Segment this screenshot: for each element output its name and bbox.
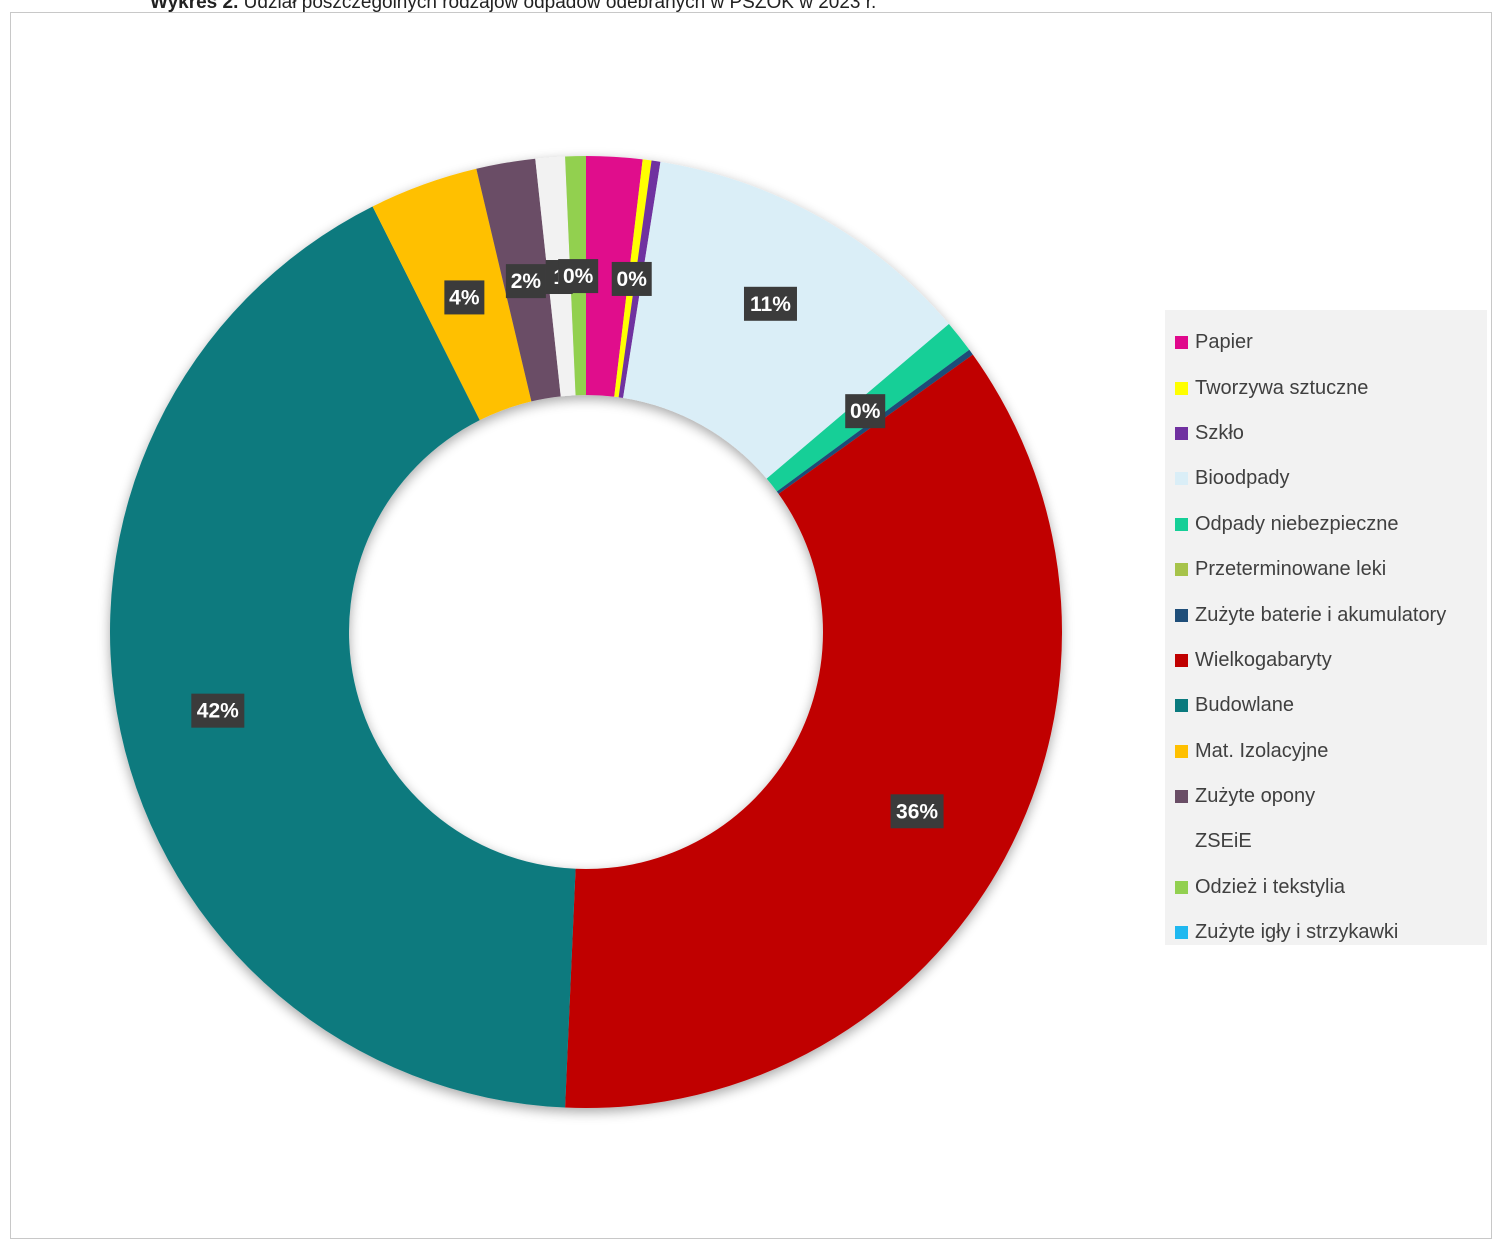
legend-label: Tworzywa sztuczne [1195, 376, 1369, 399]
legend-item: Odpady niebezpieczne [1175, 502, 1487, 547]
legend-swatch [1175, 835, 1188, 849]
data-label-text: 11% [750, 293, 791, 316]
legend-swatch [1175, 880, 1188, 894]
legend-item: Szkło [1175, 411, 1487, 456]
legend-label: Przeterminowane leki [1195, 558, 1387, 581]
legend-label: ZSEiE [1195, 830, 1252, 853]
legend-item: Przeterminowane leki [1175, 547, 1487, 592]
data-label: 42% [191, 693, 245, 728]
legend-label: Zużyte igły i strzykawki [1195, 921, 1399, 944]
data-label-text: 42% [197, 700, 239, 723]
data-label-box [845, 394, 886, 429]
legend-swatch [1175, 426, 1188, 440]
caption-text: Udział poszczególnych rodzajów odpadów o… [238, 0, 877, 13]
data-label-text: 4% [449, 286, 480, 309]
legend-label: Szkło [1195, 421, 1244, 444]
data-label: 0% [611, 261, 652, 296]
legend-item: Budowlane [1175, 683, 1487, 728]
data-label-box [743, 286, 797, 321]
legend-swatch [1175, 699, 1188, 713]
slice-wielkogabaryty [565, 354, 1063, 1108]
legend-swatch [1175, 926, 1188, 940]
legend-swatch [1175, 472, 1188, 486]
legend-item: Bioodpady [1175, 456, 1487, 501]
legend-swatch [1175, 517, 1188, 531]
legend-item: Zużyte baterie i akumulatory [1175, 592, 1487, 637]
legend-swatch [1175, 381, 1188, 395]
legend-label: Zużyte baterie i akumulatory [1195, 603, 1447, 626]
legend-item: Tworzywa sztuczne [1175, 365, 1487, 410]
doughnut-slices [109, 156, 1063, 1108]
legend-label: Odzież i tekstylia [1195, 875, 1346, 898]
legend-item: Zużyte opony [1175, 774, 1487, 819]
legend-label: Wielkogabaryty [1195, 648, 1332, 671]
data-label-box [611, 261, 652, 296]
legend-swatch [1175, 744, 1188, 758]
legend-item: Mat. Izolacyjne [1175, 729, 1487, 774]
legend-label: Mat. Izolacyjne [1195, 739, 1329, 762]
legend-item: ZSEiE [1175, 819, 1487, 864]
legend-label: Zużyte opony [1195, 785, 1316, 808]
legend-swatch [1175, 336, 1188, 350]
legend-label: Budowlane [1195, 694, 1294, 717]
legend-label: Bioodpady [1195, 467, 1290, 490]
legend-item: Papier [1175, 320, 1487, 365]
data-label-box [505, 264, 546, 299]
data-label: 2% [505, 264, 546, 299]
data-label-text: 0% [617, 268, 648, 291]
slice-budowlane [109, 206, 576, 1108]
chart-legend: Papier Tworzywa sztuczne Szkło Bioodpady Odp… [1165, 310, 1487, 945]
data-label-box [558, 259, 599, 294]
data-label: 36% [890, 794, 944, 829]
data-label-text: 0% [563, 265, 594, 288]
data-label: 11% [743, 286, 797, 321]
data-label-box [191, 693, 245, 728]
data-label-text: 0% [850, 400, 881, 423]
data-label: 0% [558, 259, 599, 294]
data-label: 4% [444, 280, 485, 315]
data-label: 0% [845, 394, 886, 429]
legend-label: Papier [1195, 331, 1253, 354]
legend-item: Zużyte igły i strzykawki [1175, 910, 1487, 955]
data-label-text: 36% [896, 800, 938, 823]
data-label-box [890, 794, 944, 829]
chart-caption: Wykres 2. Udział poszczególnych rodzajów… [150, 0, 876, 14]
legend-item: Odzież i tekstylia [1175, 865, 1487, 910]
legend-swatch [1175, 563, 1188, 577]
caption-prefix: Wykres 2. [150, 0, 239, 13]
data-label-text: 2% [511, 270, 542, 293]
legend-item: Wielkogabaryty [1175, 638, 1487, 683]
legend-swatch [1175, 790, 1188, 804]
legend-label: Odpady niebezpieczne [1195, 512, 1399, 535]
legend-swatch [1175, 608, 1188, 622]
legend-swatch [1175, 653, 1188, 667]
data-labels: 0%11%0%36%42%4%2%10% [191, 259, 944, 829]
data-label-box [444, 280, 485, 315]
